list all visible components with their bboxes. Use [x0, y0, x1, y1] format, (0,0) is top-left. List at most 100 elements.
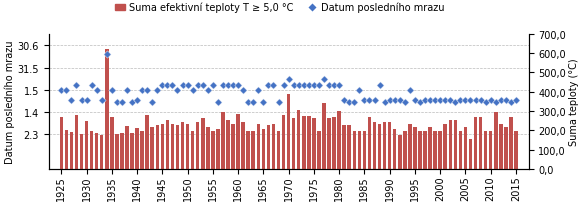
Datum posledního mrazu	[92, 89, 101, 92]
Datum posledního mrazu	[238, 89, 248, 92]
Bar	[206, 128, 209, 169]
Datum posledního mrazu	[405, 89, 415, 92]
Bar	[297, 110, 300, 169]
Datum posledního mrazu	[153, 89, 162, 92]
Datum posledního mrazu	[456, 99, 465, 102]
Bar	[469, 139, 472, 169]
Bar	[120, 133, 124, 169]
Bar	[95, 133, 99, 169]
Bar	[514, 132, 518, 169]
Bar	[317, 132, 321, 169]
Datum posledního mrazu	[385, 99, 394, 102]
Datum posledního mrazu	[350, 101, 359, 104]
Bar	[125, 127, 129, 169]
Datum posledního mrazu	[390, 99, 399, 102]
Y-axis label: Suma teploty (°C): Suma teploty (°C)	[569, 58, 579, 145]
Datum posledního mrazu	[259, 101, 268, 104]
Bar	[251, 132, 255, 169]
Datum posledního mrazu	[501, 99, 511, 102]
Bar	[110, 117, 114, 169]
Bar	[429, 128, 432, 169]
Bar	[100, 135, 103, 169]
Bar	[85, 121, 88, 169]
Datum posledního mrazu	[471, 99, 480, 102]
Datum posledního mrazu	[304, 83, 314, 87]
Bar	[211, 132, 215, 169]
Datum posledního mrazu	[203, 89, 212, 92]
Bar	[236, 114, 240, 169]
Bar	[489, 132, 493, 169]
Bar	[160, 124, 164, 169]
Datum posledního mrazu	[112, 101, 121, 104]
Datum posledního mrazu	[72, 83, 81, 87]
Bar	[292, 118, 296, 169]
Datum posledního mrazu	[254, 89, 263, 92]
Bar	[307, 116, 311, 169]
Datum posledního mrazu	[426, 99, 435, 102]
Datum posledního mrazu	[178, 83, 187, 87]
Datum posledního mrazu	[354, 89, 364, 92]
Bar	[196, 122, 199, 169]
Bar	[438, 132, 442, 169]
Bar	[166, 120, 169, 169]
Datum posledního mrazu	[77, 99, 86, 102]
Bar	[247, 132, 250, 169]
Bar	[171, 124, 174, 169]
Bar	[156, 126, 159, 169]
Datum posledního mrazu	[223, 83, 233, 87]
Datum posledního mrazu	[274, 101, 283, 104]
Bar	[494, 112, 497, 169]
Datum posledního mrazu	[132, 99, 142, 102]
Datum posledního mrazu	[451, 101, 460, 104]
Bar	[145, 115, 149, 169]
Datum posledního mrazu	[481, 101, 490, 104]
Bar	[302, 116, 305, 169]
Bar	[342, 126, 346, 169]
Datum posledního mrazu	[329, 83, 339, 87]
Datum posledního mrazu	[511, 99, 521, 102]
Bar	[393, 130, 396, 169]
Bar	[181, 122, 184, 169]
Datum posledního mrazu	[138, 89, 147, 92]
Datum posledního mrazu	[213, 101, 223, 104]
Bar	[262, 130, 265, 169]
Datum posledního mrazu	[208, 83, 217, 87]
Datum posledního mrazu	[299, 83, 308, 87]
Datum posledního mrazu	[264, 83, 273, 87]
Datum posledního mrazu	[198, 83, 208, 87]
Bar	[266, 126, 270, 169]
Datum posledního mrazu	[97, 99, 106, 102]
Datum posledního mrazu	[410, 99, 420, 102]
Datum posledního mrazu	[395, 99, 405, 102]
Bar	[327, 118, 331, 169]
Datum posledního mrazu	[142, 89, 152, 92]
Datum posledního mrazu	[486, 99, 496, 102]
Datum posledního mrazu	[466, 99, 475, 102]
Bar	[175, 126, 179, 169]
Datum posledního mrazu	[445, 99, 455, 102]
Datum posledního mrazu	[314, 83, 324, 87]
Datum posledního mrazu	[66, 99, 76, 102]
Datum posledního mrazu	[82, 99, 91, 102]
Bar	[231, 124, 235, 169]
Bar	[398, 135, 402, 169]
Bar	[378, 124, 381, 169]
Bar	[282, 115, 285, 169]
Datum posledního mrazu	[229, 83, 238, 87]
Datum posledního mrazu	[294, 83, 303, 87]
Bar	[454, 120, 457, 169]
Bar	[186, 124, 189, 169]
Bar	[130, 133, 134, 169]
Datum posledního mrazu	[375, 83, 384, 87]
Bar	[338, 111, 341, 169]
Bar	[241, 122, 245, 169]
Datum posledního mrazu	[233, 83, 243, 87]
Datum posledního mrazu	[476, 99, 485, 102]
Bar	[272, 124, 275, 169]
Bar	[257, 124, 260, 169]
Datum posledního mrazu	[279, 83, 288, 87]
Bar	[115, 134, 118, 169]
Datum posledního mrazu	[441, 99, 450, 102]
Bar	[383, 122, 387, 169]
Bar	[150, 128, 154, 169]
